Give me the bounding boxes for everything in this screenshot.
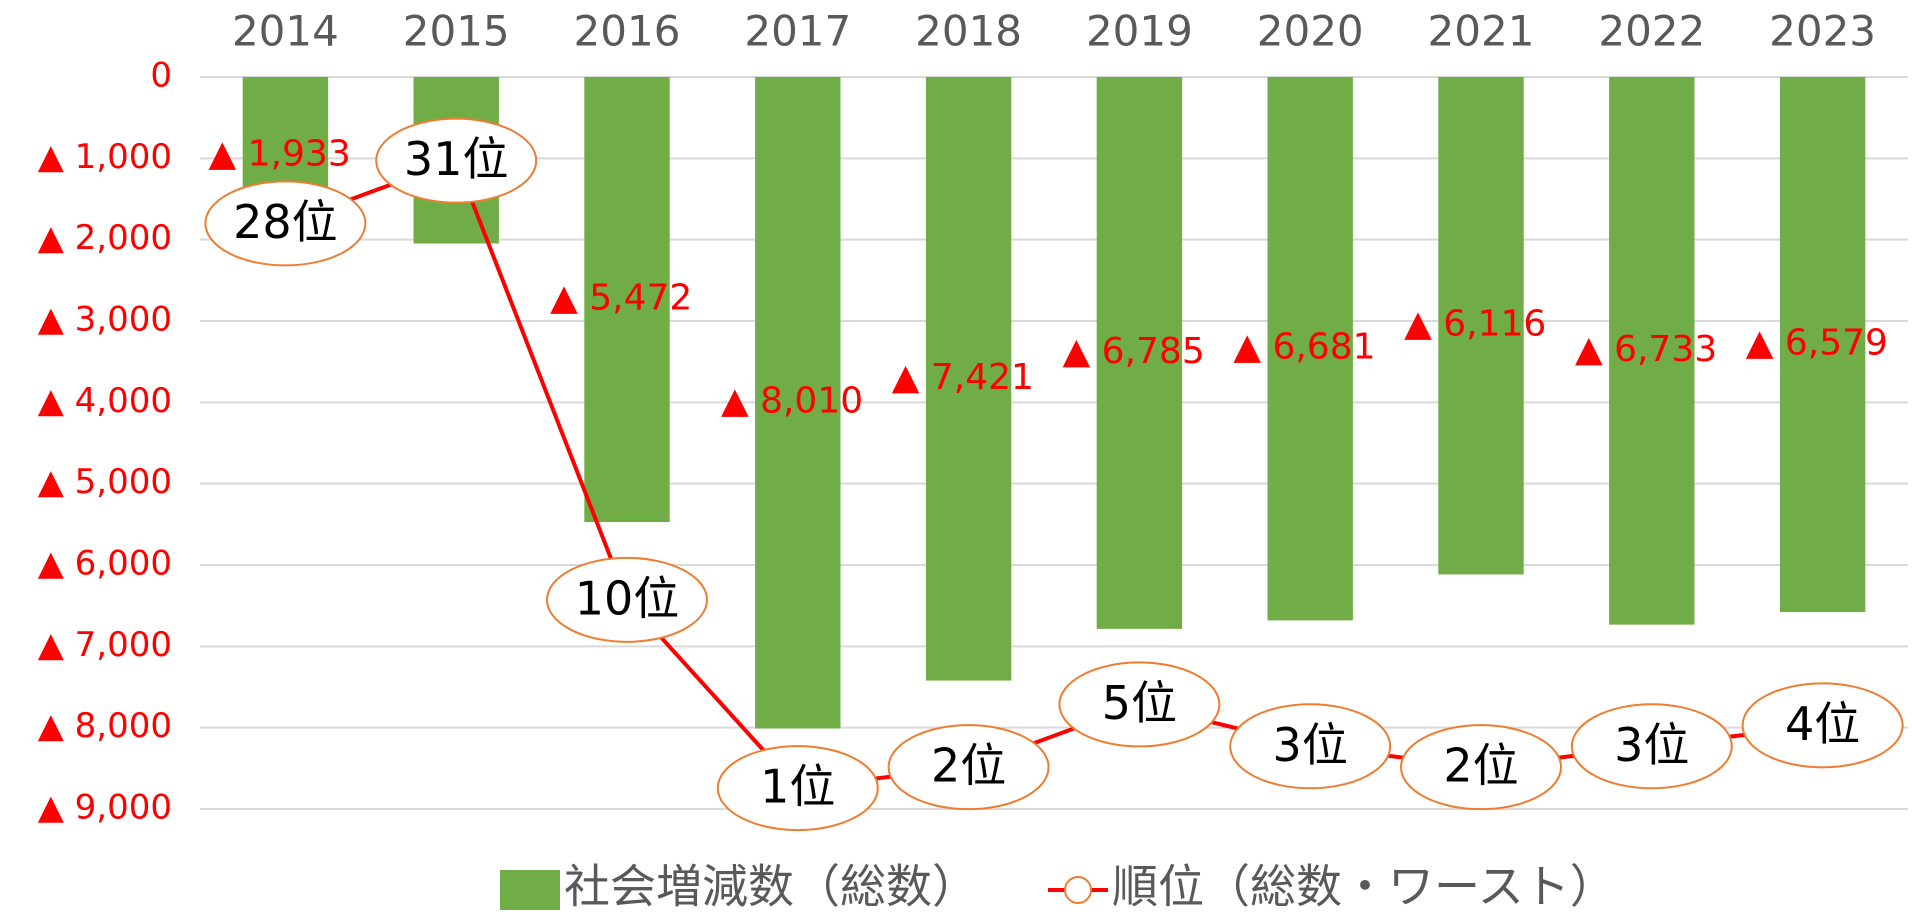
legend-swatch	[500, 870, 560, 910]
rank-marker	[1058, 661, 1221, 748]
rank-label: 28位	[233, 195, 338, 249]
rank-label: 10位	[575, 571, 680, 625]
legend-marker	[1064, 876, 1092, 904]
x-tick-label: 2018	[915, 7, 1022, 56]
rank-line	[284, 158, 1823, 791]
data-label: ▲ 8,010	[721, 381, 863, 422]
rank-marker	[204, 180, 367, 267]
legend-label: 順位（総数・ワースト）	[1112, 860, 1616, 914]
y-tick-label: ▲ 9,000	[38, 788, 172, 828]
rank-marker	[887, 724, 1050, 811]
rank-marker	[1741, 682, 1904, 769]
legend-label: 社会増減数（総数）	[564, 860, 978, 914]
rank-marker	[1570, 703, 1733, 790]
y-tick-label: ▲ 7,000	[38, 625, 172, 665]
y-tick-label: ▲ 3,000	[38, 300, 172, 340]
rank-label: 4位	[1785, 697, 1860, 751]
y-tick-label: ▲ 8,000	[38, 706, 172, 746]
data-label: ▲ 6,116	[1404, 304, 1546, 345]
rank-label: 5位	[1102, 676, 1177, 730]
bar	[1096, 77, 1183, 629]
rank-marker	[546, 556, 708, 643]
bar	[1267, 77, 1353, 621]
y-tick-label: ▲ 6,000	[38, 544, 172, 584]
rank-label: 1位	[760, 760, 835, 814]
bar	[925, 77, 1012, 681]
rank-label: 2位	[1443, 739, 1518, 793]
bar	[755, 77, 841, 729]
bar	[1609, 77, 1695, 625]
data-label: ▲ 6,579	[1746, 323, 1888, 364]
rank-marker	[1229, 703, 1392, 790]
x-tick-label: 2015	[403, 7, 510, 56]
y-tick-label: ▲ 2,000	[38, 218, 172, 258]
data-label: ▲ 6,681	[1233, 327, 1375, 368]
rank-marker	[716, 745, 879, 832]
data-label: ▲ 7,421	[892, 357, 1034, 398]
rank-label: 3位	[1273, 718, 1348, 772]
x-tick-label: 2020	[1257, 7, 1364, 56]
y-tick-label: ▲ 5,000	[38, 462, 172, 502]
bar	[1779, 77, 1866, 613]
rank-label: 31位	[404, 132, 509, 186]
data-label: ▲ 5,472	[550, 278, 692, 319]
y-tick-label: ▲ 1,000	[38, 137, 172, 177]
x-tick-label: 2023	[1769, 7, 1876, 56]
rank-label: 3位	[1614, 718, 1689, 772]
bar	[584, 77, 670, 523]
rank-label: 2位	[931, 739, 1006, 793]
rank-marker	[1400, 724, 1562, 811]
y-tick-label: 0	[150, 56, 172, 96]
data-label: ▲ 6,785	[1063, 331, 1205, 372]
x-tick-label: 2014	[232, 7, 339, 56]
x-tick-label: 2019	[1086, 7, 1193, 56]
x-tick-label: 2022	[1598, 7, 1705, 56]
data-label: ▲ 6,733	[1575, 329, 1717, 370]
x-tick-label: 2016	[574, 7, 681, 56]
x-tick-label: 2021	[1428, 7, 1535, 56]
bar	[1438, 77, 1524, 575]
y-tick-label: ▲ 4,000	[38, 381, 172, 421]
rank-marker	[375, 117, 538, 204]
x-tick-label: 2017	[744, 7, 851, 56]
data-label: ▲ 1,933	[209, 134, 351, 175]
